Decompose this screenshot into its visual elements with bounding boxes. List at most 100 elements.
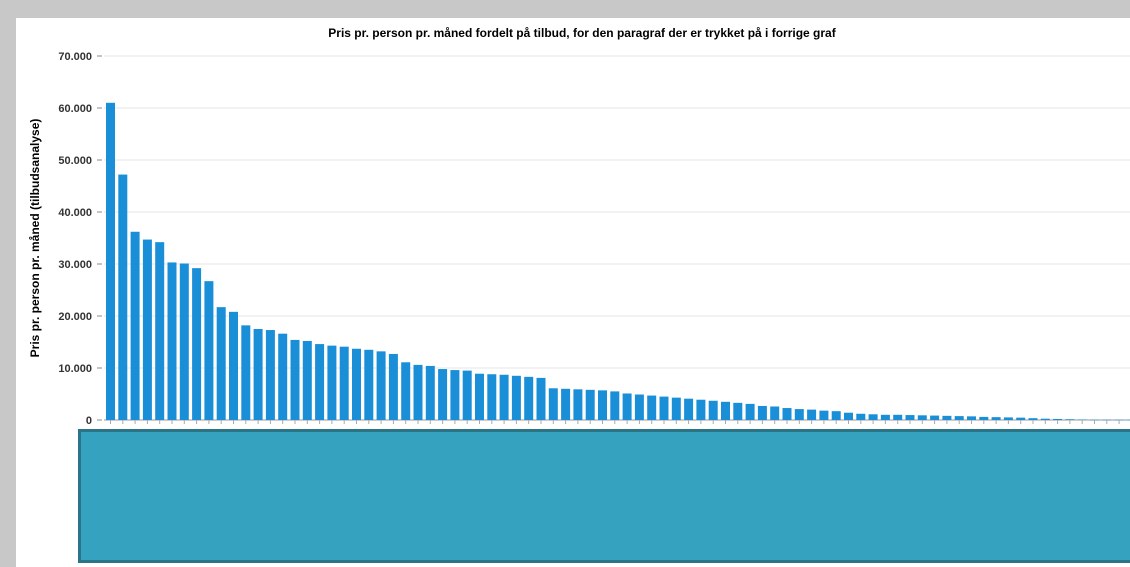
bar bbox=[634, 394, 644, 420]
bar bbox=[844, 412, 853, 420]
y-tick-label: 0 bbox=[86, 415, 92, 427]
bar bbox=[893, 414, 903, 420]
bar bbox=[229, 311, 238, 420]
bar bbox=[757, 405, 767, 420]
bar bbox=[1028, 418, 1038, 420]
bar bbox=[1090, 419, 1099, 421]
bar bbox=[413, 364, 423, 420]
bar bbox=[647, 395, 657, 420]
bar bbox=[1126, 419, 1130, 421]
bar bbox=[880, 414, 890, 420]
bar bbox=[1016, 417, 1026, 420]
bar bbox=[794, 409, 804, 420]
bar bbox=[536, 377, 546, 420]
bar bbox=[130, 231, 140, 420]
bar bbox=[585, 389, 595, 420]
bar bbox=[499, 374, 509, 420]
bar bbox=[192, 268, 202, 420]
bar bbox=[1040, 418, 1050, 420]
bar bbox=[1102, 419, 1112, 421]
y-tick-label: 30.000 bbox=[58, 259, 92, 271]
bar bbox=[241, 325, 251, 420]
bar bbox=[905, 415, 915, 420]
bar bbox=[265, 330, 275, 420]
bar bbox=[856, 413, 866, 420]
bar bbox=[364, 349, 374, 420]
bar bbox=[782, 408, 792, 420]
bar bbox=[142, 239, 152, 420]
bar bbox=[770, 406, 780, 420]
y-axis-ticks: 0 10.000 20.000 30.000 40.000 50.000 60.000 70.… bbox=[58, 51, 102, 427]
bar bbox=[511, 375, 521, 420]
bar bbox=[831, 411, 841, 420]
bar bbox=[696, 399, 706, 420]
bar bbox=[819, 410, 829, 420]
y-tick-label: 50.000 bbox=[58, 155, 92, 167]
y-tick-label: 60.000 bbox=[58, 103, 92, 115]
bar bbox=[659, 396, 669, 420]
bar bbox=[733, 402, 743, 420]
bar bbox=[930, 415, 940, 420]
bar bbox=[155, 242, 165, 420]
bar bbox=[106, 102, 115, 421]
bar bbox=[253, 329, 263, 420]
bar bbox=[438, 369, 448, 420]
x-axis-ticks bbox=[110, 420, 1120, 424]
bar bbox=[388, 353, 398, 420]
bar bbox=[561, 388, 571, 420]
bar bbox=[954, 416, 964, 420]
bar bbox=[610, 391, 620, 420]
bar bbox=[475, 373, 484, 420]
bar bbox=[1053, 418, 1063, 420]
bar bbox=[487, 374, 497, 420]
bar bbox=[745, 403, 755, 420]
y-tick-label: 20.000 bbox=[58, 311, 92, 323]
bar bbox=[598, 390, 607, 420]
bar bbox=[315, 344, 325, 420]
bar bbox=[352, 348, 361, 420]
bar bbox=[573, 389, 583, 420]
y-tick-label: 10.000 bbox=[58, 363, 92, 375]
frame-left-border bbox=[0, 0, 16, 567]
bar bbox=[290, 339, 300, 420]
bar bbox=[917, 415, 927, 420]
y-tick-label: 70.000 bbox=[58, 51, 92, 63]
bar bbox=[708, 400, 718, 420]
y-axis-label: Pris pr. person pr. måned (tilbudsanalys… bbox=[28, 119, 42, 358]
bar bbox=[524, 376, 534, 420]
bar bbox=[204, 281, 214, 420]
bar bbox=[401, 362, 411, 420]
bar bbox=[425, 365, 435, 420]
bar bbox=[1114, 419, 1124, 421]
bar bbox=[118, 174, 128, 420]
bar bbox=[979, 416, 989, 420]
bar bbox=[868, 414, 878, 420]
bar bbox=[991, 417, 1001, 420]
bar bbox=[548, 388, 558, 420]
bar bbox=[671, 397, 681, 420]
frame-top-border bbox=[0, 0, 1130, 18]
bar bbox=[942, 415, 952, 420]
bar bbox=[450, 370, 460, 420]
bar bbox=[376, 351, 386, 420]
bar bbox=[462, 370, 472, 420]
bar bbox=[179, 263, 189, 420]
bar bbox=[216, 307, 226, 420]
bar bbox=[327, 345, 337, 420]
y-tick-label: 40.000 bbox=[58, 207, 92, 219]
bar bbox=[278, 333, 288, 420]
bar bbox=[721, 401, 730, 420]
bar bbox=[967, 416, 976, 420]
cover-rectangle bbox=[78, 429, 1130, 563]
chart-title: Pris pr. person pr. måned fordelt på til… bbox=[328, 26, 836, 40]
bars bbox=[106, 102, 1130, 421]
gridlines bbox=[104, 55, 1130, 421]
bar bbox=[167, 262, 177, 420]
bar bbox=[1077, 419, 1087, 420]
bar bbox=[684, 398, 694, 420]
bar bbox=[302, 340, 312, 420]
bar bbox=[1003, 417, 1013, 420]
bar bbox=[1065, 419, 1075, 420]
